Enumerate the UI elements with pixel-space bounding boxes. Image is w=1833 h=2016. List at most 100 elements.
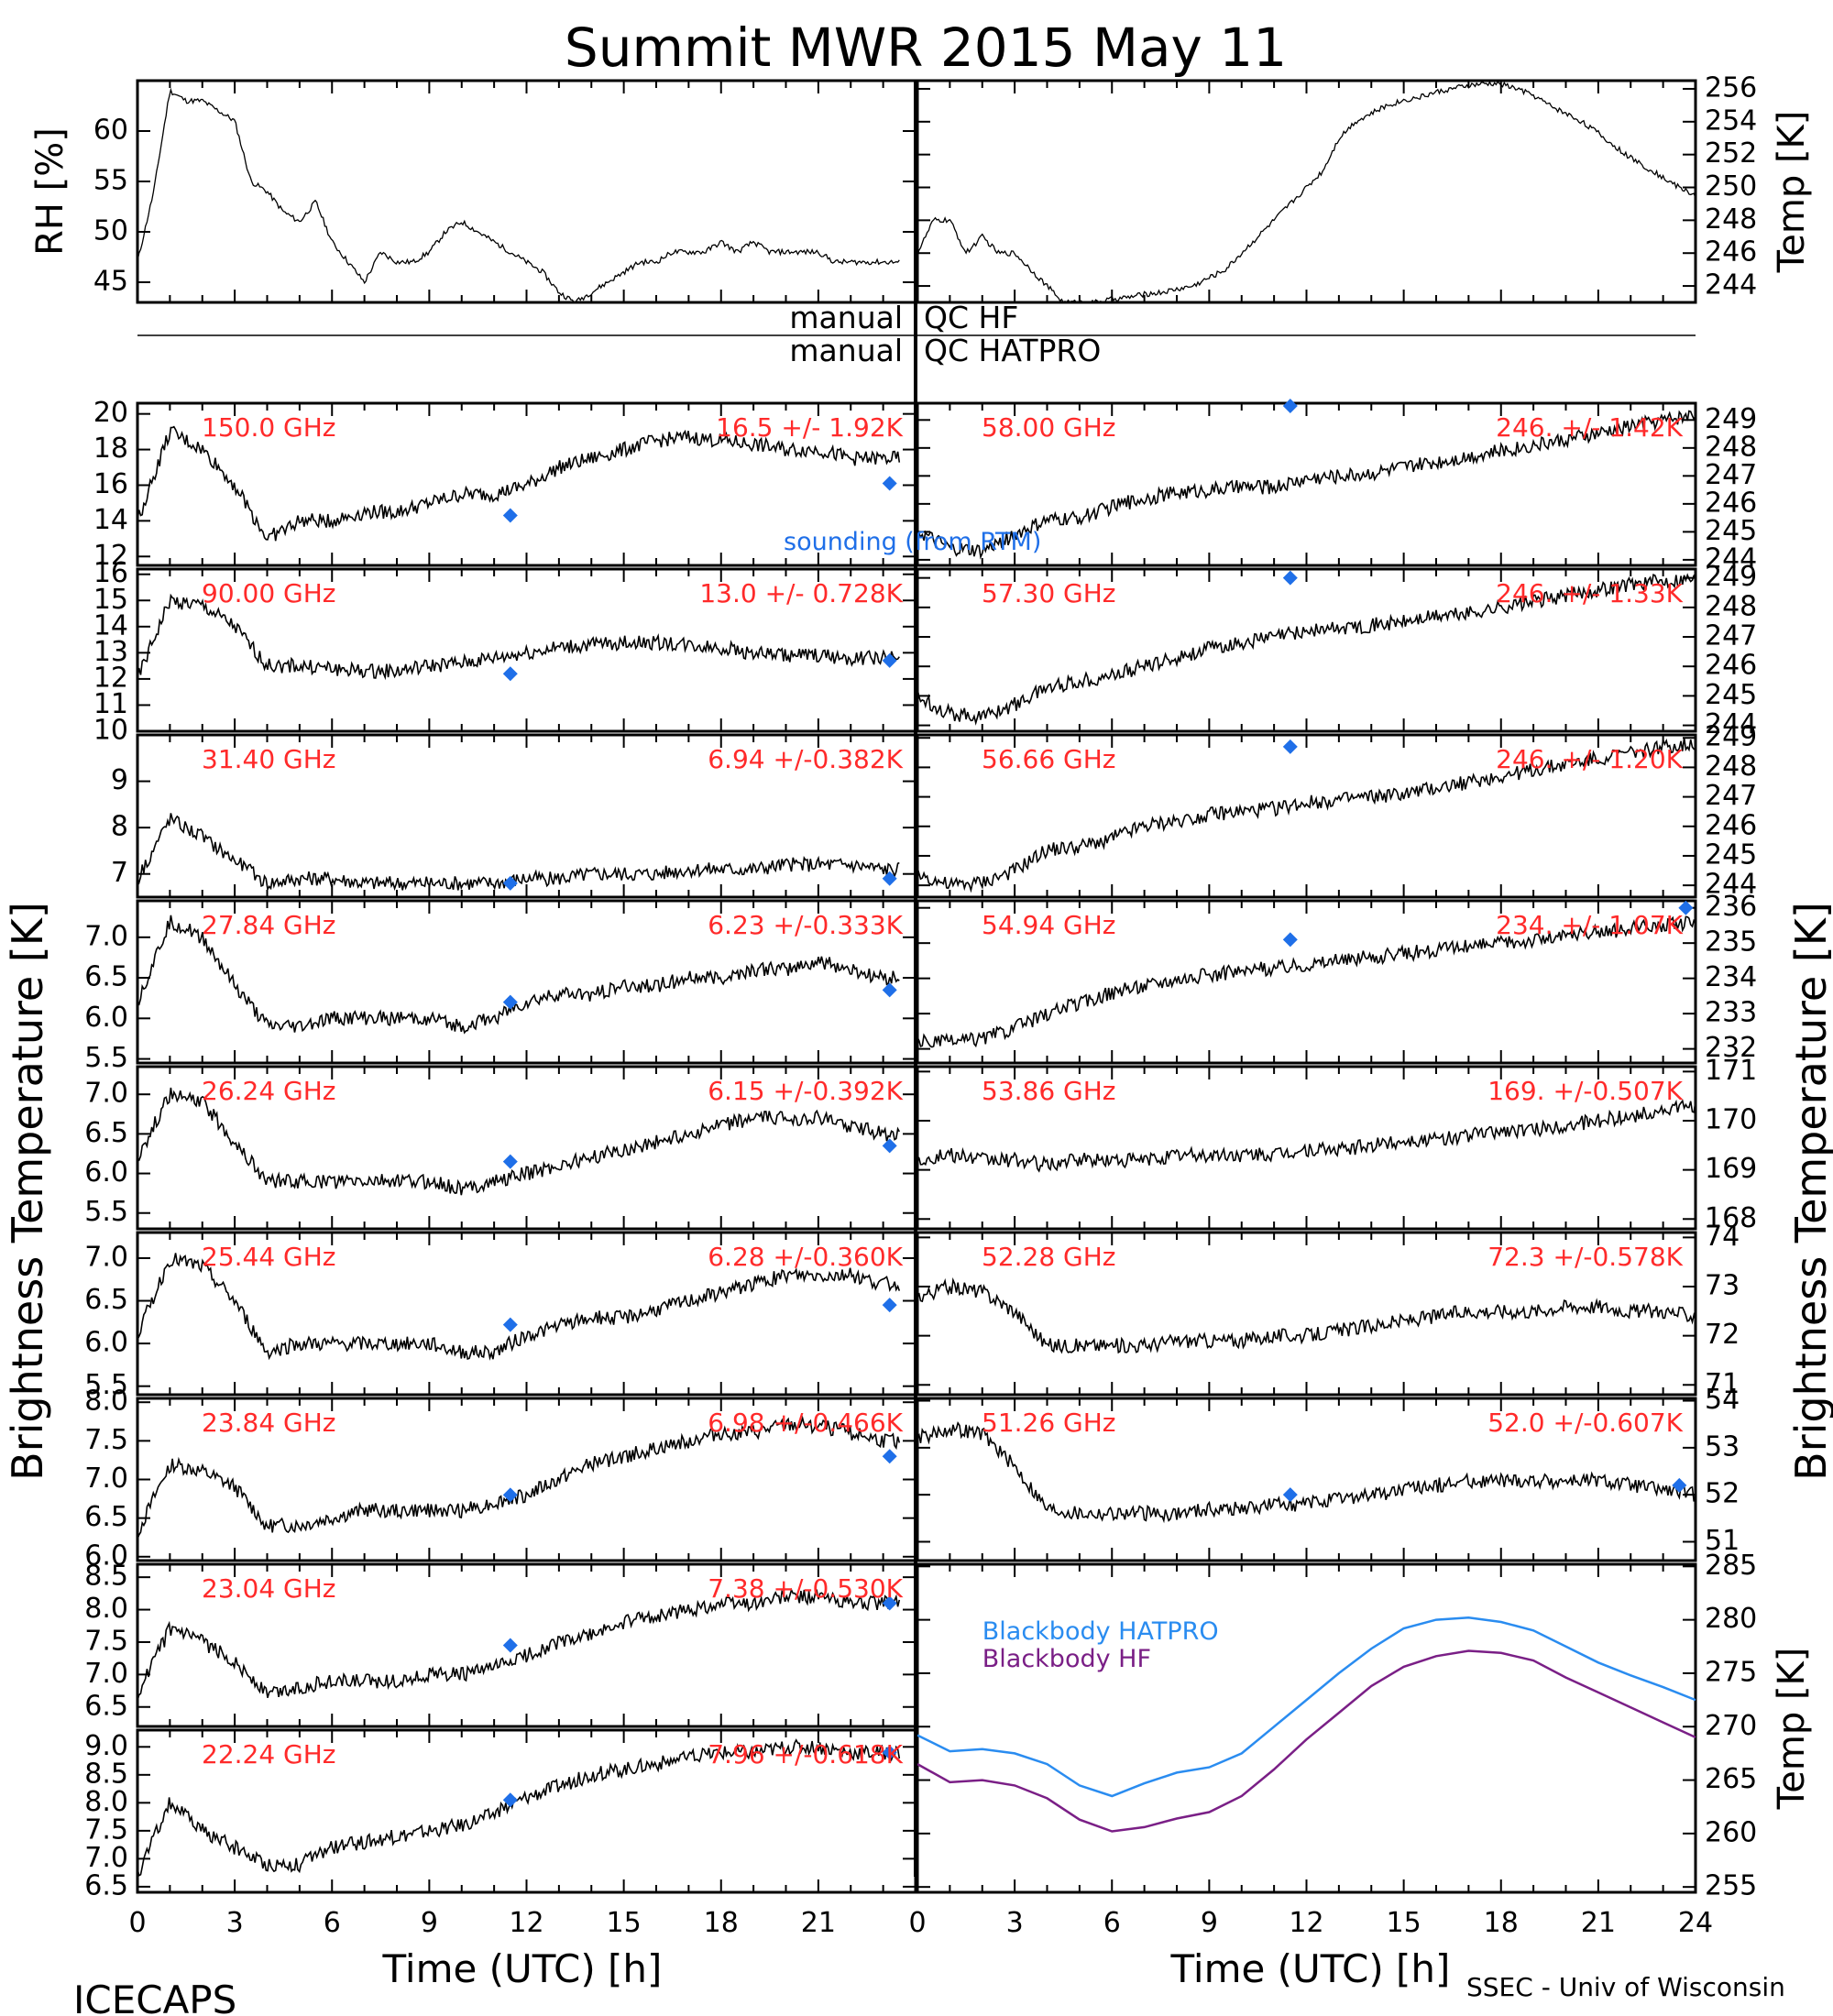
- stat-label: 72.3 +/-0.578K: [1487, 1242, 1683, 1272]
- panel-f2384: 6.0 6.5 7.0 7.5 8.0 23.84 GHz 6.98 +/-0.466K: [84, 1386, 917, 1572]
- frequency-label: 26.24 GHz: [202, 1076, 336, 1106]
- y-tick-label: 248: [1705, 203, 1757, 236]
- trace-line: [916, 915, 1696, 1048]
- y-tick-label: 248: [1705, 590, 1757, 622]
- sounding-marker: [502, 875, 518, 891]
- panel-f2224: 6.57.07.58.08.59.0 22.24 GHz 7.96 +/-0.618…: [84, 1728, 917, 1901]
- y-tick-label: 234: [1705, 961, 1757, 993]
- y-tick-label: 235: [1705, 926, 1757, 959]
- y-tick-label: 74: [1705, 1221, 1740, 1253]
- stat-label: 6.98 +/-0.466K: [708, 1408, 903, 1438]
- qc-hf-prefix: manual: [789, 300, 903, 335]
- y-tick-label: 20: [93, 397, 128, 429]
- y-tick-label: 7.0: [84, 1842, 128, 1874]
- frequency-label: 25.44 GHz: [202, 1242, 336, 1272]
- y-tick-label: 14: [93, 609, 128, 641]
- y-tick-label: 7.0: [84, 920, 128, 952]
- sounding-marker: [882, 1138, 897, 1154]
- x-tick-label: 9: [1201, 1907, 1218, 1939]
- y-tick-label: 7.0: [84, 1658, 128, 1690]
- legend-entry-0: Blackbody HATPRO: [982, 1617, 1219, 1646]
- y-tick-label: 244: [1705, 542, 1757, 575]
- trace-line: [916, 573, 1696, 726]
- sounding-marker: [882, 871, 897, 886]
- frequency-label: 58.00 GHz: [982, 412, 1116, 443]
- trace-line: [137, 1415, 901, 1539]
- series-line-1: [916, 1649, 1696, 1833]
- y-tick-label: 6.0: [84, 1156, 128, 1189]
- y-tick-label: 236: [1705, 891, 1757, 923]
- y-tick-label: 54: [1705, 1384, 1740, 1416]
- trace-line: [137, 1587, 901, 1702]
- sounding-marker: [1678, 900, 1694, 915]
- frequency-label: 31.40 GHz: [202, 744, 336, 774]
- trace-line: [916, 410, 1696, 560]
- x-tick-label: 24: [1678, 1907, 1713, 1939]
- x-tick-label: 15: [607, 1907, 642, 1939]
- sounding-marker: [882, 652, 897, 668]
- y-tick-label: 50: [93, 215, 128, 247]
- y-tick-label: 265: [1705, 1763, 1757, 1795]
- qc-hatpro-suffix: QC HATPRO: [924, 333, 1101, 368]
- y-tick-label: 6.5: [84, 1117, 128, 1149]
- x-tick-label: 18: [704, 1907, 739, 1939]
- y-tick-label: 244: [1705, 269, 1757, 301]
- frequency-label: 23.84 GHz: [202, 1408, 336, 1438]
- y-tick-label: 7.0: [84, 1463, 128, 1495]
- y-tick-label: 249: [1705, 403, 1757, 435]
- sounding-marker: [882, 476, 897, 491]
- y-tick-label: 51: [1705, 1525, 1740, 1557]
- qc-hatpro-prefix: manual: [789, 333, 903, 368]
- sounding-marker: [1282, 399, 1298, 414]
- y-tick-label: 171: [1705, 1055, 1757, 1087]
- trace-line: [137, 1738, 901, 1877]
- y-tick-label: 8.5: [84, 1758, 128, 1790]
- y-tick-label: 53: [1705, 1430, 1740, 1463]
- y-tick-label: 232: [1705, 1032, 1757, 1064]
- y-tick-label: 13: [93, 636, 128, 668]
- sounding-marker: [1282, 570, 1298, 586]
- y-tick-label: 249: [1705, 721, 1757, 753]
- y-tick-label: 169: [1705, 1153, 1757, 1185]
- y-tick-label: 275: [1705, 1656, 1757, 1688]
- y-tick-label: 5.5: [84, 1196, 128, 1228]
- stat-label: 234. +/- 1.07K: [1496, 910, 1683, 940]
- footer-icecaps: ICECAPS: [73, 1978, 236, 2016]
- y-tick-label: 6.5: [84, 961, 128, 993]
- y-tick-label: 249: [1705, 561, 1757, 593]
- y-tick-label: 244: [1705, 708, 1757, 740]
- trace-line: [137, 87, 900, 303]
- trace-line: [137, 593, 900, 681]
- y-tick-label: 270: [1705, 1710, 1757, 1742]
- x-tick-label: 21: [801, 1907, 836, 1939]
- y-tick-label: 248: [1705, 751, 1757, 783]
- sounding-marker: [502, 1487, 518, 1503]
- x-tick-label: 9: [421, 1907, 438, 1939]
- panel-f2544: 5.5 6.0 6.5 7.0 25.44 GHz 6.28 +/-0.360K: [84, 1231, 917, 1401]
- panel-frame: [916, 1562, 1697, 1894]
- y-tick-label: 245: [1705, 679, 1757, 711]
- y-tick-label: 8: [111, 811, 128, 843]
- y-tick-label: 233: [1705, 997, 1757, 1029]
- y-tick-label: 256: [1705, 71, 1757, 104]
- frequency-label: 57.30 GHz: [982, 578, 1116, 608]
- panel-f314: 7 8 9 31.40 GHz 6.94 +/-0.382K: [111, 733, 917, 899]
- y-tick-label: 247: [1705, 620, 1757, 652]
- panel-rh: 45 50 55 60 RH [%]: [29, 79, 917, 304]
- x-tick-label: 15: [1387, 1907, 1421, 1939]
- trace-line: [916, 1276, 1696, 1354]
- y-tick-label: 246: [1705, 487, 1757, 519]
- sounding-marker: [882, 1595, 897, 1611]
- y-tick-label: 7: [111, 857, 128, 889]
- y-tick-label: 12: [93, 540, 128, 572]
- frequency-label: 27.84 GHz: [202, 910, 336, 940]
- sounding-marker: [502, 1154, 518, 1169]
- y-tick-label: 6.0: [84, 1002, 128, 1034]
- frequency-label: 22.24 GHz: [202, 1739, 336, 1769]
- y-tick-label: 72: [1705, 1319, 1740, 1351]
- y-tick-label: 248: [1705, 431, 1757, 463]
- stat-label: 246. +/- 1.42K: [1496, 412, 1683, 443]
